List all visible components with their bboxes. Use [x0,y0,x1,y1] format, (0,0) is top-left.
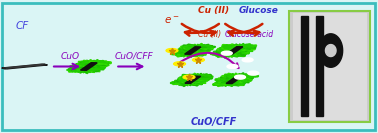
Text: Glucose: Glucose [239,6,279,15]
Polygon shape [226,47,243,54]
Polygon shape [325,45,336,57]
Circle shape [192,58,204,62]
Polygon shape [3,68,5,69]
Circle shape [166,48,178,53]
FancyBboxPatch shape [289,11,370,122]
Polygon shape [2,64,47,69]
Text: CuO: CuO [60,51,79,61]
Polygon shape [316,16,323,116]
Text: Cu (II): Cu (II) [198,30,222,39]
Polygon shape [319,34,342,67]
Circle shape [235,75,245,79]
Polygon shape [301,16,308,116]
Polygon shape [3,64,45,68]
Circle shape [183,75,195,79]
Text: CF: CF [15,21,28,31]
Polygon shape [184,47,201,54]
Circle shape [227,65,238,68]
Circle shape [242,58,253,62]
FancyBboxPatch shape [2,3,375,130]
Polygon shape [81,63,97,70]
Circle shape [174,62,186,66]
Text: Cu (II): Cu (II) [198,6,229,15]
Polygon shape [185,76,201,83]
Polygon shape [226,76,243,84]
Circle shape [248,71,259,75]
Text: CuO/CFF: CuO/CFF [191,117,237,127]
Circle shape [222,51,232,55]
FancyBboxPatch shape [293,13,367,120]
Text: $e^-$: $e^-$ [164,15,180,26]
Polygon shape [44,64,46,65]
Text: CuO/CFF: CuO/CFF [115,51,153,61]
Text: Glucose-acid: Glucose-acid [225,30,274,39]
